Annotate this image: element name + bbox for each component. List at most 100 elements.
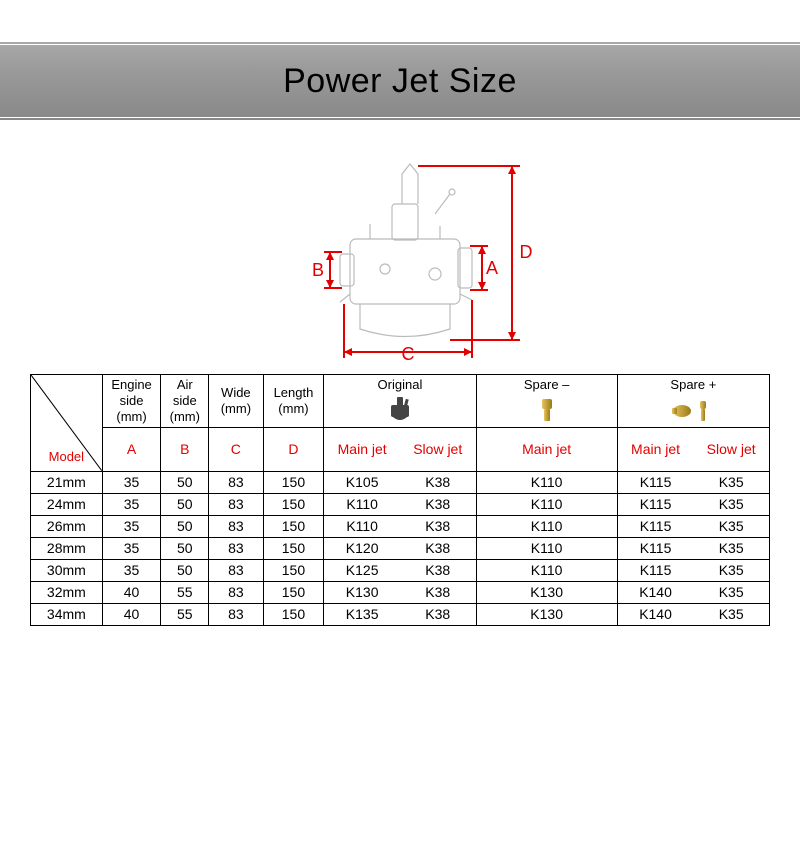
cell-sp-main: K115 xyxy=(617,471,693,493)
cell-a: 35 xyxy=(102,515,161,537)
table-row: 30mm355083150K125K38K110K115K35 xyxy=(31,559,770,581)
col-engine: Engine side (mm) xyxy=(102,375,161,428)
cell-d: 150 xyxy=(263,515,324,537)
table-row: 24mm355083150K110K38K110K115K35 xyxy=(31,493,770,515)
col-sp-main: Main jet xyxy=(617,427,693,471)
cell-sp-main: K140 xyxy=(617,603,693,625)
dim-label-a: A xyxy=(486,258,498,278)
col-sm-main: Main jet xyxy=(476,427,617,471)
col-b: B xyxy=(161,427,209,471)
table-row: 26mm355083150K110K38K110K115K35 xyxy=(31,515,770,537)
cell-d: 150 xyxy=(263,559,324,581)
cell-b: 55 xyxy=(161,603,209,625)
carb-icon xyxy=(383,395,417,425)
cell-orig-slow: K38 xyxy=(400,515,476,537)
cell-orig-main: K130 xyxy=(324,581,400,603)
cell-sm-main: K130 xyxy=(476,603,617,625)
cell-sp-slow: K35 xyxy=(693,471,769,493)
cell-b: 50 xyxy=(161,471,209,493)
col-d: D xyxy=(263,427,324,471)
cell-c: 83 xyxy=(209,515,263,537)
dim-label-d: D xyxy=(520,242,533,262)
table-row: 21mm355083150K105K38K110K115K35 xyxy=(31,471,770,493)
col-orig-slow: Slow jet xyxy=(400,427,476,471)
cell-model: 32mm xyxy=(31,581,103,603)
cell-sm-main: K110 xyxy=(476,493,617,515)
cell-d: 150 xyxy=(263,603,324,625)
cell-model: 26mm xyxy=(31,515,103,537)
cell-orig-slow: K38 xyxy=(400,581,476,603)
cell-orig-main: K105 xyxy=(324,471,400,493)
cell-sp-main: K115 xyxy=(617,559,693,581)
cell-b: 50 xyxy=(161,515,209,537)
cell-orig-main: K125 xyxy=(324,559,400,581)
col-a: A xyxy=(102,427,161,471)
cell-d: 150 xyxy=(263,471,324,493)
cell-a: 35 xyxy=(102,493,161,515)
cell-b: 50 xyxy=(161,537,209,559)
cell-orig-slow: K38 xyxy=(400,493,476,515)
cell-sp-slow: K35 xyxy=(693,515,769,537)
cell-c: 83 xyxy=(209,471,263,493)
col-c: C xyxy=(209,427,263,471)
cell-sp-main: K115 xyxy=(617,493,693,515)
cell-sm-main: K110 xyxy=(476,559,617,581)
cell-sp-slow: K35 xyxy=(693,493,769,515)
brass-jet-icon xyxy=(536,395,558,425)
cell-model: 30mm xyxy=(31,559,103,581)
cell-model: 21mm xyxy=(31,471,103,493)
col-spare-minus: Spare – xyxy=(476,375,617,428)
cell-b: 50 xyxy=(161,493,209,515)
dim-label-b: B xyxy=(312,260,324,280)
cell-sm-main: K110 xyxy=(476,471,617,493)
cell-orig-slow: K38 xyxy=(400,471,476,493)
cell-c: 83 xyxy=(209,493,263,515)
col-air: Air side (mm) xyxy=(161,375,209,428)
cell-sp-slow: K35 xyxy=(693,559,769,581)
cell-sp-main: K140 xyxy=(617,581,693,603)
spec-table: Model Engine side (mm) Air side (mm) Wid… xyxy=(30,374,770,626)
cell-sp-slow: K35 xyxy=(693,581,769,603)
col-sp-slow: Slow jet xyxy=(693,427,769,471)
cell-orig-main: K120 xyxy=(324,537,400,559)
table-row: 34mm405583150K135K38K130K140K35 xyxy=(31,603,770,625)
cell-orig-main: K135 xyxy=(324,603,400,625)
cell-sm-main: K130 xyxy=(476,581,617,603)
table-row: 32mm405583150K130K38K130K140K35 xyxy=(31,581,770,603)
cell-d: 150 xyxy=(263,537,324,559)
cell-a: 35 xyxy=(102,559,161,581)
cell-sp-main: K115 xyxy=(617,515,693,537)
cell-orig-slow: K38 xyxy=(400,603,476,625)
cell-a: 35 xyxy=(102,471,161,493)
page-title: Power Jet Size xyxy=(283,62,517,101)
cell-sm-main: K110 xyxy=(476,537,617,559)
cell-model: 34mm xyxy=(31,603,103,625)
title-bar: Power Jet Size xyxy=(0,42,800,120)
cell-b: 55 xyxy=(161,581,209,603)
cell-b: 50 xyxy=(161,559,209,581)
cell-c: 83 xyxy=(209,537,263,559)
cell-orig-main: K110 xyxy=(324,515,400,537)
cell-d: 150 xyxy=(263,493,324,515)
cell-sp-slow: K35 xyxy=(693,537,769,559)
brass-jets-icon xyxy=(668,395,718,425)
cell-c: 83 xyxy=(209,559,263,581)
cell-a: 40 xyxy=(102,581,161,603)
dimension-diagram: B A C D xyxy=(0,144,800,364)
col-wide: Wide (mm) xyxy=(209,375,263,428)
cell-orig-slow: K38 xyxy=(400,537,476,559)
cell-sp-slow: K35 xyxy=(693,603,769,625)
table-row: 28mm355083150K120K38K110K115K35 xyxy=(31,537,770,559)
cell-a: 35 xyxy=(102,537,161,559)
cell-c: 83 xyxy=(209,581,263,603)
col-length: Length (mm) xyxy=(263,375,324,428)
col-spare-plus: Spare + xyxy=(617,375,769,428)
cell-d: 150 xyxy=(263,581,324,603)
col-original: Original xyxy=(324,375,476,428)
cell-orig-slow: K38 xyxy=(400,559,476,581)
dim-label-c: C xyxy=(402,344,415,364)
cell-model: 28mm xyxy=(31,537,103,559)
cell-sm-main: K110 xyxy=(476,515,617,537)
model-header-cell: Model xyxy=(31,375,103,472)
col-orig-main: Main jet xyxy=(324,427,400,471)
